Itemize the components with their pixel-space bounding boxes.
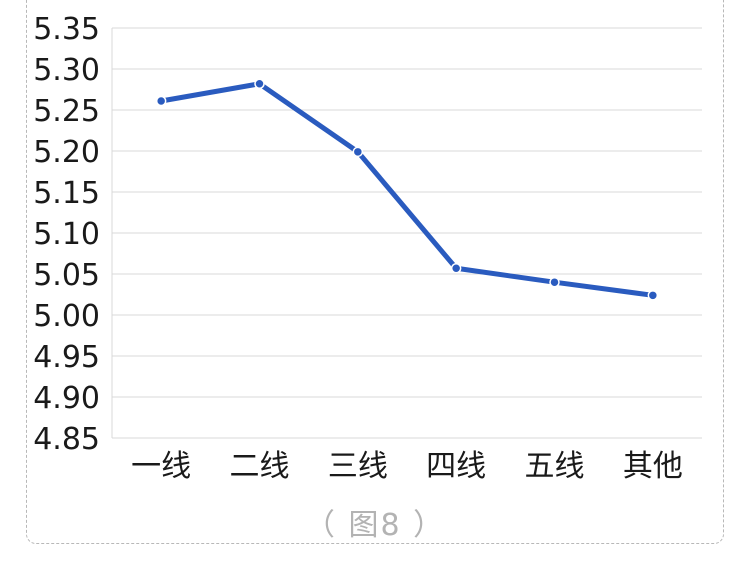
y-tick-label: 4.95 xyxy=(33,340,100,375)
data-point xyxy=(352,146,364,158)
y-tick-label: 5.05 xyxy=(33,258,100,293)
data-point xyxy=(549,276,560,288)
y-tick-label: 5.30 xyxy=(33,53,100,88)
series-line xyxy=(158,81,656,298)
data-point xyxy=(647,290,659,301)
figure-caption: （ 图8 ） xyxy=(304,508,446,543)
y-tick-label: 4.90 xyxy=(33,381,100,416)
line-chart: 5.35 5.30 5.25 5.20 5.15 5.10 5.05 5.00 4.95 4.90… xyxy=(33,12,702,484)
data-point xyxy=(155,95,167,107)
y-tick-label: 5.10 xyxy=(33,217,100,252)
y-tick-label: 5.25 xyxy=(33,94,100,129)
x-tick-label: 三线 xyxy=(328,449,388,484)
x-tick-label: 五线 xyxy=(525,449,585,484)
data-point xyxy=(450,263,462,274)
x-tick-label: 二线 xyxy=(230,449,290,484)
x-tick-label: 四线 xyxy=(426,449,486,484)
y-tick-label: 5.00 xyxy=(33,299,100,334)
y-tick-label: 5.15 xyxy=(33,176,100,211)
data-point xyxy=(254,78,265,90)
y-tick-label: 5.20 xyxy=(33,135,100,170)
chart-frame xyxy=(26,0,724,544)
y-tick-label: 4.85 xyxy=(33,422,100,457)
y-tick-label: 5.35 xyxy=(33,12,100,47)
x-tick-label: 其他 xyxy=(623,449,683,484)
x-tick-label: 一线 xyxy=(131,449,191,484)
